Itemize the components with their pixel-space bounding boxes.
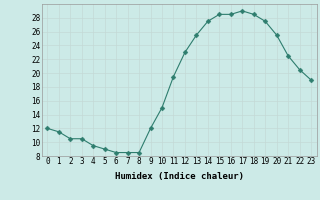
X-axis label: Humidex (Indice chaleur): Humidex (Indice chaleur) [115,172,244,181]
